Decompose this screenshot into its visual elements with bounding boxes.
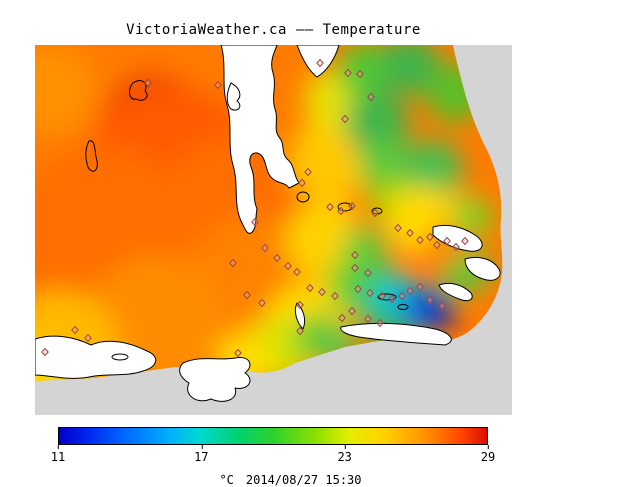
- island-outline-3: [111, 353, 129, 361]
- station-marker: [304, 167, 312, 177]
- station-marker: [296, 300, 304, 310]
- station-marker: [367, 92, 375, 102]
- station-marker: [364, 268, 372, 278]
- station-marker: [306, 283, 314, 293]
- colorbar-tick-label: 23: [337, 445, 352, 464]
- station-marker: [356, 69, 364, 79]
- lake-outline-4: [337, 202, 353, 212]
- station-marker: [398, 291, 406, 301]
- water-strait: [340, 322, 452, 346]
- colorbar-gradient: [59, 428, 487, 444]
- station-marker: [214, 80, 222, 90]
- station-marker: [284, 261, 292, 271]
- field-blob: [453, 197, 493, 237]
- station-marker: [318, 287, 326, 297]
- station-marker: [416, 282, 424, 292]
- colorbar-timestamp: 2014/08/27 15:30: [245, 473, 362, 487]
- coastline-outlines: [85, 80, 409, 361]
- colorbar: [58, 427, 488, 445]
- lake-outline-3: [296, 191, 310, 203]
- station-marker: [348, 201, 356, 211]
- station-marker: [348, 306, 356, 316]
- lake-outline-1: [128, 80, 148, 101]
- station-marker: [452, 242, 460, 252]
- field-blob: [403, 140, 463, 200]
- station-marker: [426, 295, 434, 305]
- station-marker: [293, 267, 301, 277]
- station-marker: [298, 178, 306, 188]
- colorbar-unit: °C: [219, 473, 234, 487]
- station-marker: [378, 291, 386, 301]
- water-bay-1: [432, 224, 483, 252]
- station-marker: [376, 318, 384, 328]
- station-marker: [438, 301, 446, 311]
- station-marker: [371, 208, 379, 218]
- water-inner-harbour: [294, 302, 306, 330]
- station-marker: [331, 291, 339, 301]
- station-marker: [351, 263, 359, 273]
- temperature-map: [35, 45, 512, 415]
- station-marker: [354, 284, 362, 294]
- station-marker: [344, 68, 352, 78]
- station-marker: [366, 288, 374, 298]
- field-blob: [380, 45, 440, 95]
- lake-outline-2: [85, 140, 98, 172]
- station-marker: [243, 290, 251, 300]
- station-marker: [258, 298, 266, 308]
- water-saanich-inlet: [220, 45, 300, 234]
- colorbar-tick-label: 29: [481, 445, 495, 464]
- colorbar-caption: °C 2014/08/27 15:30: [205, 459, 374, 487]
- station-marker: [71, 325, 79, 335]
- station-marker: [229, 258, 237, 268]
- water-shapes: [35, 45, 501, 402]
- water-bay-2: [464, 256, 501, 281]
- water-harbour: [179, 356, 251, 402]
- station-marker: [296, 326, 304, 336]
- field-blob: [438, 307, 456, 325]
- station-marker: [273, 253, 281, 263]
- station-marker: [84, 333, 92, 343]
- station-marker: [406, 228, 414, 238]
- station-marker: [443, 236, 451, 246]
- station-marker: [144, 78, 152, 88]
- station-marker: [388, 294, 396, 304]
- station-marker: [351, 250, 359, 260]
- water-bay-3: [438, 282, 473, 302]
- island-outline-1: [377, 293, 397, 301]
- field-blob: [337, 45, 393, 98]
- coast-hook-outline: [226, 82, 241, 111]
- colorbar-tick-label: 11: [51, 445, 65, 464]
- station-marker: [41, 347, 49, 357]
- station-marker: [364, 314, 372, 324]
- colorbar-ticks: 11 17 23 29: [51, 445, 495, 464]
- island-outline-2: [397, 304, 409, 310]
- page-title: VictoriaWeather.ca —— Temperature: [126, 22, 421, 38]
- field-blob: [35, 45, 95, 135]
- station-marker: [251, 217, 259, 227]
- station-marker: [433, 240, 441, 250]
- station-marker: [341, 114, 349, 124]
- station-marker: [261, 243, 269, 253]
- water-sooke-basin: [35, 335, 157, 379]
- station-marker: [426, 232, 434, 242]
- station-marker: [406, 286, 414, 296]
- station-marker: [337, 206, 345, 216]
- colorbar-tick-label: 17: [194, 445, 209, 464]
- station-marker: [461, 236, 469, 246]
- station-marker: [394, 223, 402, 233]
- station-marker: [338, 313, 346, 323]
- station-marker: [416, 235, 424, 245]
- station-marker: [326, 202, 334, 212]
- station-marker: [234, 348, 242, 358]
- station-marker: [316, 58, 324, 68]
- station-markers: [41, 58, 469, 358]
